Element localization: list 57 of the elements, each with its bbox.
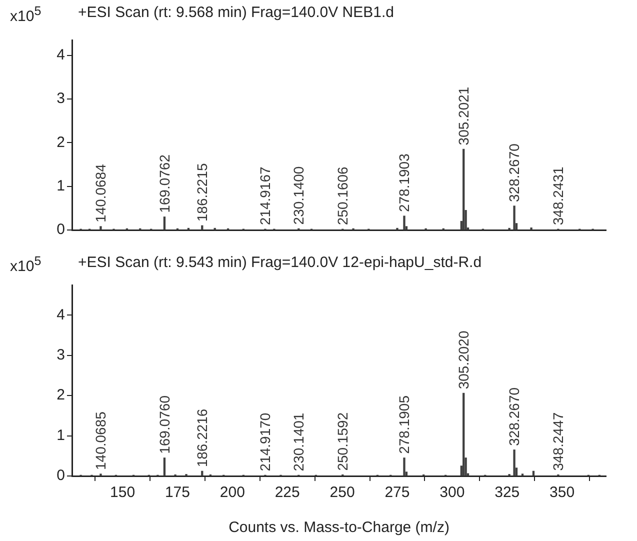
annotation: 186.2215 [194, 163, 210, 222]
y-tick-label: 1 [56, 426, 65, 444]
bar [513, 206, 516, 230]
annotation: 278.1905 [396, 395, 412, 454]
annotation: 328.2670 [506, 387, 522, 446]
annotation: 214.9167 [257, 166, 274, 226]
annotation: 348.2431 [550, 166, 566, 226]
y-tick-label: 0 [56, 221, 65, 238]
bar [462, 148, 465, 230]
y-tick-label: 4 [56, 46, 65, 64]
bar [513, 450, 516, 476]
chart-title: +ESI Scan (rt: 9.568 min) Frag=140.0V NEB1.d [78, 4, 394, 21]
x-tick-label: 200 [220, 484, 245, 502]
y-tick-label: 3 [56, 90, 65, 108]
annotation: 230.1400 [290, 166, 307, 225]
annotation: 169.0762 [156, 154, 172, 213]
annotation: 250.1592 [334, 412, 351, 471]
bar [530, 227, 532, 230]
annotation: 250.1606 [334, 166, 351, 226]
bar [403, 458, 406, 476]
chart-title: +ESI Scan (rt: 9.543 min) Frag=140.0V 12-epi-hapU_std-R.d [78, 254, 482, 271]
y-axis-title: x10$^{5}$ [10, 254, 42, 275]
y-tick-label: 2 [56, 386, 65, 404]
annotation: 328.2670 [506, 143, 522, 202]
bar [532, 470, 535, 476]
y-tick-label: 2 [56, 134, 65, 151]
annotation: 140.0685 [92, 411, 109, 470]
x-axis-title: Counts vs. Mass-to-Charge (m/z) [228, 519, 450, 536]
annotation: 305.2020 [455, 330, 472, 390]
annotation: 186.2216 [194, 408, 210, 468]
bar [201, 225, 204, 230]
y-tick-label: 1 [56, 177, 65, 194]
annotation: 169.0760 [156, 395, 172, 454]
bar [403, 216, 406, 230]
x-tick-label: 175 [164, 484, 190, 502]
y-tick-label: 4 [56, 306, 65, 324]
annotation: 305.2021 [455, 86, 472, 146]
x-tick-label: 325 [494, 484, 520, 502]
annotation: 214.9170 [257, 412, 274, 472]
bar [462, 392, 465, 476]
bar [201, 470, 204, 476]
x-tick-label: 275 [384, 484, 410, 502]
annotation: 230.1401 [290, 412, 307, 472]
bar [100, 226, 102, 230]
x-tick-label: 350 [550, 484, 575, 502]
y-tick-label: 0 [56, 467, 65, 484]
annotation: 348.2447 [550, 412, 566, 471]
x-tick-label: 150 [110, 484, 136, 502]
annotation: 140.0684 [92, 164, 109, 223]
bar [163, 216, 166, 230]
x-tick-label: 225 [274, 484, 300, 502]
bar [163, 458, 166, 476]
x-tick-label: 250 [330, 484, 355, 502]
x-tick-label: 300 [440, 484, 465, 502]
annotation: 278.1903 [396, 153, 412, 212]
y-axis-title: x10$^{5}$ [10, 4, 42, 25]
y-tick-label: 3 [56, 346, 65, 364]
